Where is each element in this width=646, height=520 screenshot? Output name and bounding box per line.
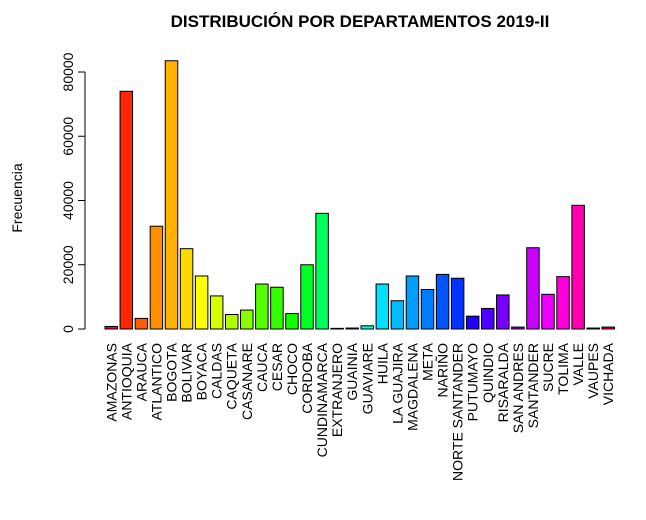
x-tick-label: VAUPES (585, 343, 601, 399)
x-tick-label: CORDOBA (299, 342, 315, 413)
bar-meta (420, 288, 435, 330)
x-tick-label: CAUCA (254, 342, 270, 392)
y-axis-label: Frecuencia (9, 163, 25, 232)
bar-vichada (601, 326, 615, 330)
y-tick-label: 0 (60, 325, 76, 333)
x-tick-label: PUTUMAYO (465, 343, 481, 421)
bar-bolivar (179, 248, 194, 330)
x-tick-label: QUINDIO (480, 343, 496, 403)
x-tick-label: MAGDALENA (404, 342, 420, 431)
bar-san-andres (511, 326, 525, 330)
bar-magdalena (405, 275, 420, 330)
x-tick-label: CHOCO (284, 343, 300, 395)
x-tick-label: VICHADA (600, 342, 616, 405)
y-tick-label: 60000 (60, 117, 76, 156)
x-tick-label: BOGOTA (163, 342, 179, 402)
x-tick-label: CASANARE (239, 343, 255, 420)
bar-bogota (164, 60, 179, 330)
x-tick-label: EXTRANJERO (329, 343, 345, 437)
bar-huila (375, 283, 390, 330)
y-tick-label: 20000 (60, 245, 76, 284)
x-axis-labels: AMAZONAS ANTIOQUIA ARAUCA ATLANTICO BOGOTA BO… (103, 342, 616, 481)
x-tick-label: ANTIOQUIA (118, 342, 134, 420)
y-axis: 0 20000 40000 60000 80000 (60, 52, 86, 333)
bar-vaupes (586, 327, 600, 330)
x-tick-label: NORTE SANTANDER (450, 343, 466, 481)
x-tick-label: CESAR (269, 343, 285, 391)
bars-group (104, 60, 615, 330)
x-tick-label: HUILA (374, 342, 390, 384)
x-tick-label: RISARALDA (495, 342, 511, 422)
bar-guaviare (360, 325, 375, 330)
bar-quindio (481, 307, 495, 330)
bar-atlantico (149, 225, 164, 330)
bar-cundinamarca (315, 212, 329, 330)
bar-caqueta (224, 314, 239, 330)
bar-amazonas (104, 325, 118, 330)
bar-santander (526, 247, 540, 330)
bar-la-guajira (390, 300, 405, 330)
bar-casanare (240, 309, 254, 330)
x-tick-label: SANTANDER (525, 343, 541, 428)
x-tick-label: BOYACA (194, 342, 210, 400)
x-tick-label: NARIÑO (435, 343, 451, 398)
bar-cauca (255, 283, 269, 330)
x-tick-label: SAN ANDRES (510, 343, 526, 433)
y-tick-label: 80000 (60, 52, 76, 91)
y-tick-label: 40000 (60, 181, 76, 220)
x-tick-label: VALLE (570, 343, 586, 386)
x-tick-label: ATLANTICO (148, 343, 164, 421)
x-tick-label: ARAUCA (133, 342, 149, 401)
bar-guainia (345, 327, 359, 330)
x-tick-label: META (420, 342, 436, 381)
bar-tolima (556, 276, 570, 330)
bar-choco (285, 313, 299, 330)
x-tick-label: AMAZONAS (103, 343, 119, 422)
bar-norte-santander (450, 277, 465, 330)
x-tick-label: TOLIMA (555, 342, 571, 395)
bar-cordoba (300, 264, 314, 330)
bar-putumayo (465, 315, 480, 330)
chart-title: DISTRIBUCIÓN POR DEPARTAMENTOS 2019-II (171, 12, 550, 31)
x-tick-label: CAQUETA (224, 342, 240, 409)
bar-boyaca (194, 275, 209, 330)
bar-valle (571, 204, 585, 330)
bar-arauca (134, 317, 149, 330)
bar-nariño (435, 273, 450, 330)
x-tick-label: LA GUAJIRA (389, 342, 405, 424)
x-tick-label: CUNDINAMARCA (314, 342, 330, 457)
x-tick-label: GUAINIA (344, 342, 360, 400)
bar-sucre (541, 293, 555, 330)
bar-caldas (209, 295, 224, 330)
x-tick-label: SUCRE (540, 343, 556, 392)
bar-antioquia (119, 90, 134, 330)
bar-risaralda (496, 294, 510, 330)
bar-cesar (270, 286, 284, 330)
x-tick-label: BOLIVAR (179, 343, 195, 403)
bar-extranjero (330, 327, 344, 330)
x-tick-label: CALDAS (209, 343, 225, 399)
x-tick-label: GUAVIARE (359, 343, 375, 414)
